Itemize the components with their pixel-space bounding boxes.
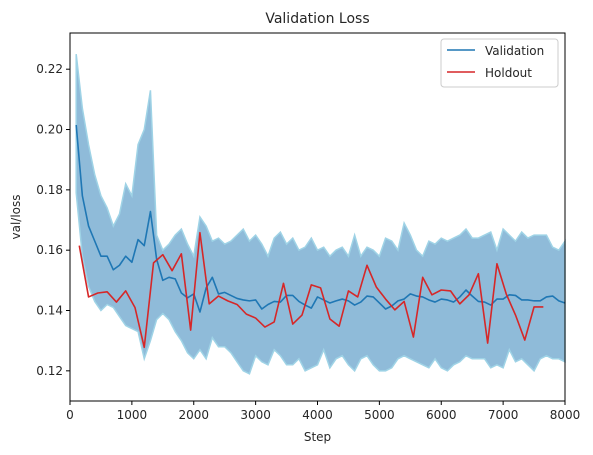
legend-validation-label: Validation	[485, 44, 544, 58]
x-tick-label: 6000	[426, 408, 457, 422]
y-axis-label: val/loss	[9, 194, 23, 239]
legend-box	[440, 38, 559, 88]
x-tick-label: 1000	[117, 408, 148, 422]
x-tick-label: 3000	[240, 408, 271, 422]
y-tick-label: 0.16	[36, 243, 63, 257]
y-axis-ticks: 0.12 0.14 0.16 0.18 0.20 0.22	[36, 62, 70, 378]
x-axis-label: Step	[304, 430, 331, 444]
x-tick-label: 4000	[302, 408, 333, 422]
y-tick-label: 0.18	[36, 183, 63, 197]
legend-holdout-label: Holdout	[485, 66, 532, 80]
x-tick-label: 7000	[488, 408, 519, 422]
series-lines-layer	[75, 124, 566, 349]
y-tick-label: 0.22	[36, 62, 63, 76]
x-tick-label: 0	[66, 408, 74, 422]
chart-title: Validation Loss	[265, 11, 369, 27]
x-tick-label: 8000	[550, 408, 581, 422]
y-tick-label: 0.14	[36, 304, 63, 318]
legend: Validation Holdout	[440, 38, 559, 88]
series-line-validation	[75, 124, 566, 313]
x-axis-ticks: 0 1000 2000 3000 4000 5000 6000 7000 8000	[66, 401, 580, 422]
x-tick-label: 5000	[364, 408, 395, 422]
y-tick-label: 0.20	[36, 123, 63, 137]
x-tick-label: 2000	[178, 408, 209, 422]
series-line-holdout	[78, 231, 544, 349]
y-tick-label: 0.12	[36, 364, 63, 378]
